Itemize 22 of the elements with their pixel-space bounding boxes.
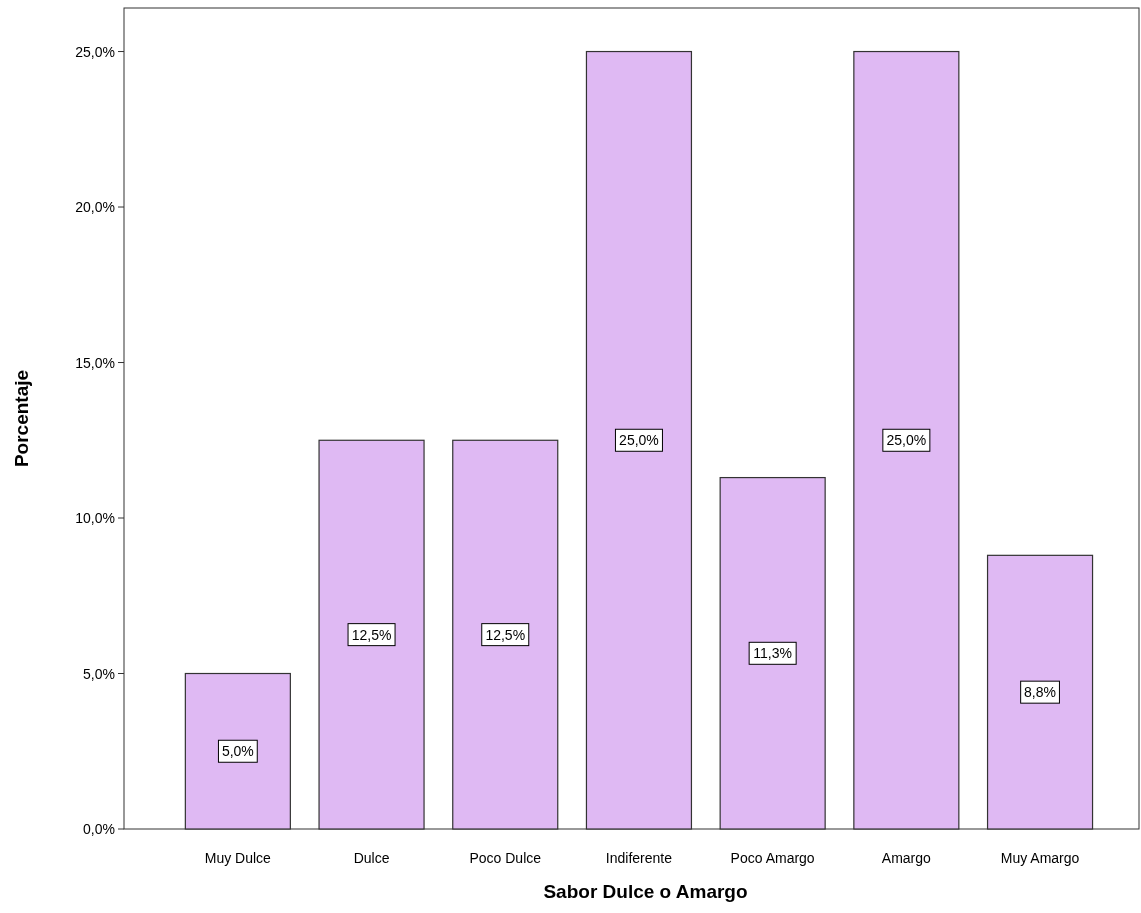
data-label: 12,5% [351,626,392,643]
x-tick-label: Muy Amargo [1000,850,1080,866]
y-tick-label: 5,0% [83,665,115,682]
x-tick-label: Dulce [353,850,390,866]
data-label: 25,0% [886,432,927,449]
data-label: 12,5% [485,626,526,643]
x-tick-label: Poco Dulce [469,850,542,866]
x-axis-title: Sabor Dulce o Amargo [543,881,748,902]
x-tick-label: Indiferente [605,850,673,866]
data-label: 8,8% [1024,684,1057,701]
y-tick-label: 25,0% [75,43,115,60]
x-tick-label: Poco Amargo [730,850,815,866]
y-tick-label: 15,0% [75,354,115,371]
y-tick-label: 20,0% [75,199,115,216]
y-axis-title: Porcentaje [11,369,32,468]
y-tick-label: 10,0% [75,510,115,527]
y-tick-label: 0,0% [83,821,115,837]
data-label: 25,0% [619,432,659,449]
data-label: 5,0% [221,743,254,760]
x-tick-label: Amargo [881,850,932,866]
data-label: 11,3% [753,645,792,662]
x-tick-label: Muy Dulce [204,850,272,866]
